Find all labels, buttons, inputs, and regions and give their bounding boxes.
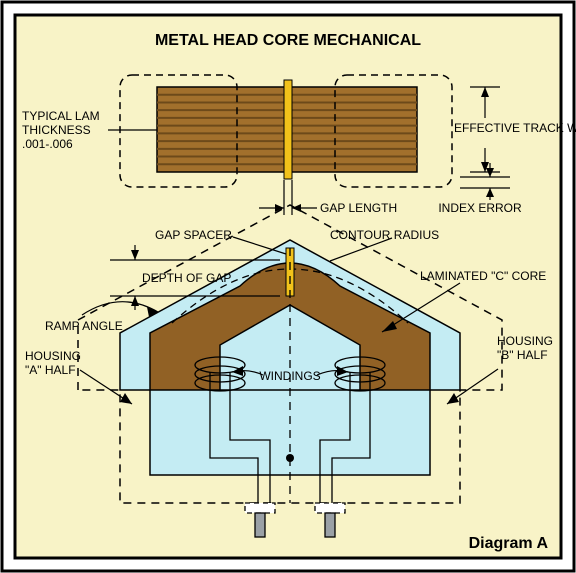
label-typical-lam-2: THICKNESS — [22, 123, 91, 137]
diagram-root: METAL HEAD CORE MECHANICAL TYPICAL LAM T… — [0, 0, 576, 573]
label-housing-b-2: "B" HALF — [497, 348, 548, 362]
label-ramp-angle: RAMP ANGLE — [45, 319, 123, 333]
label-depth-of-gap: DEPTH OF GAP — [142, 271, 231, 285]
center-dot — [286, 454, 294, 462]
diagram-id: Diagram A — [469, 535, 549, 552]
label-housing-a-2: "A" HALF — [25, 363, 76, 377]
label-laminated-c-core: LAMINATED "C" CORE — [420, 269, 546, 283]
label-contour-radius: CONTOUR RADIUS — [330, 228, 439, 242]
label-housing-a-1: HOUSING — [25, 349, 81, 363]
label-typical-lam-1: TYPICAL LAM — [22, 109, 100, 123]
label-gap-spacer: GAP SPACER — [155, 228, 232, 242]
diagram-title: METAL HEAD CORE MECHANICAL — [155, 32, 421, 49]
top-gap-spacer — [284, 80, 292, 179]
label-effective-track-width: EFFECTIVE TRACK WIDTH — [454, 121, 576, 135]
label-index-error: INDEX ERROR — [438, 201, 522, 215]
label-windings: WINDINGS — [259, 369, 320, 383]
label-typical-lam-3: .001-.006 — [22, 137, 73, 151]
label-housing-b-1: HOUSING — [497, 334, 553, 348]
label-gap-length: GAP LENGTH — [320, 201, 397, 215]
